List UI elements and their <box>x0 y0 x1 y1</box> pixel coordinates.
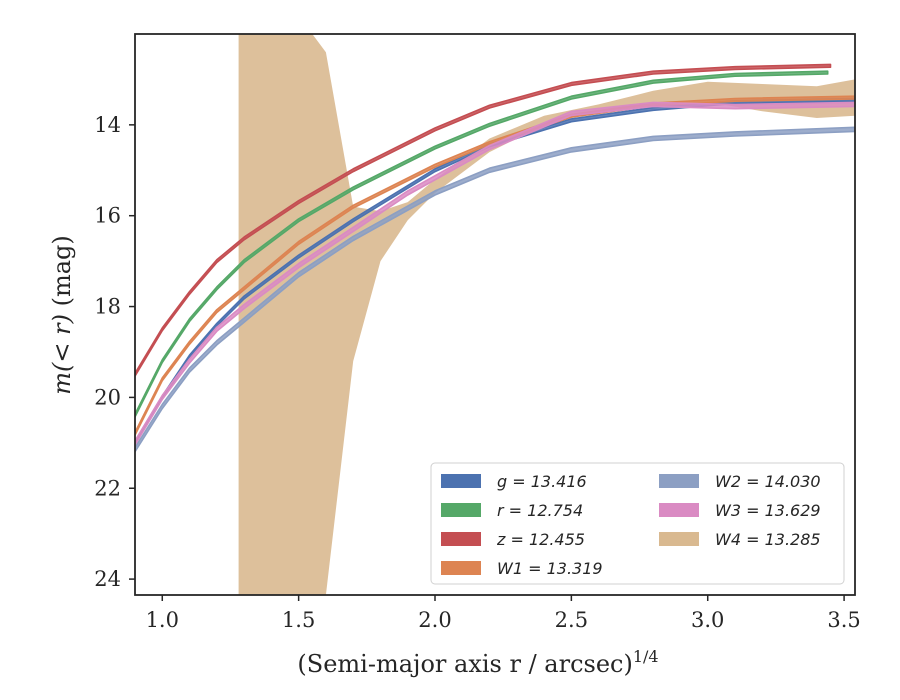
band-w4 <box>238 34 855 595</box>
y-tick-label: 24 <box>94 567 121 591</box>
legend-label-w3: W3 = 13.629 <box>715 501 821 520</box>
x-axis-title-superscript: 1/4 <box>633 647 659 666</box>
legend-swatch-w4 <box>659 532 699 546</box>
legend-swatch-w2 <box>659 474 699 488</box>
x-tick-label: 3.0 <box>691 608 724 632</box>
legend-swatch-g <box>441 474 481 488</box>
legend-label-g: g = 13.416 <box>497 472 587 491</box>
legend-label-w4: W4 = 13.285 <box>715 530 821 549</box>
y-tick-label: 16 <box>94 204 121 228</box>
legend-swatch-w1 <box>441 561 481 575</box>
x-tick-label: 2.0 <box>418 608 451 632</box>
x-tick-label: 2.5 <box>555 608 588 632</box>
legend-label-r: r = 12.754 <box>497 501 583 520</box>
x-axis-title: (Semi-major axis r / arcsec)1/4 <box>297 647 658 678</box>
legend: g = 13.416 r = 12.754 z = 12.455 W1 = 13.31… <box>430 462 845 585</box>
series-band-w2 <box>135 126 855 453</box>
series-band-w1 <box>135 95 855 436</box>
y-axis-title-main: m(< r) <box>48 314 76 395</box>
series-band-r <box>135 70 829 418</box>
y-tick-label: 14 <box>94 113 121 137</box>
y-tick-label: 22 <box>94 476 121 500</box>
legend-swatch-w3 <box>659 503 699 517</box>
x-tick-label: 1.5 <box>282 608 315 632</box>
y-axis-title-unit: (mag) <box>48 235 76 314</box>
y-tick-label: 20 <box>94 385 121 409</box>
legend-swatch-r <box>441 503 481 517</box>
series-band-z <box>135 63 832 377</box>
plot-frame <box>134 33 856 596</box>
y-tick-label: 18 <box>94 295 121 319</box>
legend-swatch-z <box>441 532 481 546</box>
x-tick-label: 1.0 <box>146 608 179 632</box>
legend-label-w2: W2 = 14.030 <box>715 472 821 491</box>
x-tick-label: 3.5 <box>827 608 860 632</box>
series-band-w3 <box>135 101 855 446</box>
legend-frame <box>430 462 845 585</box>
legend-label-w1: W1 = 13.319 <box>497 559 603 578</box>
y-axis-title: m(< r) (mag) <box>48 235 76 395</box>
series-band-g <box>135 97 855 445</box>
legend-label-z: z = 12.455 <box>496 530 585 549</box>
